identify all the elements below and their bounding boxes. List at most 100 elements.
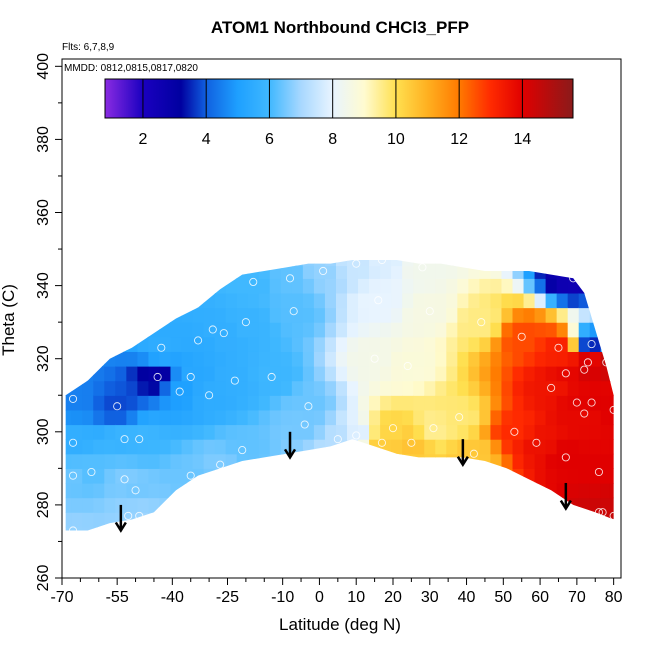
observation-marker bbox=[120, 435, 129, 444]
field-cell bbox=[402, 380, 414, 396]
field-cell bbox=[137, 351, 150, 367]
field-cell bbox=[258, 278, 271, 294]
field-cell bbox=[313, 278, 326, 294]
field-cell bbox=[214, 424, 227, 440]
field-cell bbox=[137, 482, 150, 499]
field-cell bbox=[424, 322, 436, 338]
observation-marker bbox=[319, 266, 328, 276]
observation-marker bbox=[267, 372, 276, 382]
field-cell bbox=[313, 512, 326, 528]
field-cell bbox=[391, 395, 403, 411]
colorbar-tick-label: 6 bbox=[265, 131, 274, 148]
field-cell bbox=[490, 526, 503, 531]
field-cell bbox=[313, 307, 326, 323]
field-cell bbox=[413, 482, 425, 499]
field-cell bbox=[115, 395, 127, 411]
field-cell bbox=[71, 292, 83, 309]
field-cell bbox=[347, 380, 359, 396]
field-cell bbox=[214, 468, 227, 484]
field-cell bbox=[556, 336, 569, 352]
field-cell bbox=[335, 526, 348, 531]
field-cell bbox=[170, 366, 183, 382]
field-cell bbox=[71, 439, 83, 455]
field-cell bbox=[324, 336, 337, 352]
field-cell bbox=[347, 322, 359, 338]
field-cell bbox=[380, 278, 392, 294]
field-cell bbox=[192, 307, 205, 323]
field-cell bbox=[225, 468, 238, 484]
field-cell bbox=[609, 395, 614, 411]
field-cell bbox=[225, 336, 238, 352]
field-cell bbox=[468, 395, 481, 411]
field-cell bbox=[534, 526, 547, 531]
field-cell bbox=[137, 424, 150, 440]
observation-marker bbox=[352, 431, 361, 440]
field-cell bbox=[589, 322, 602, 338]
observation-marker bbox=[157, 343, 166, 352]
field-cell bbox=[369, 278, 381, 294]
field-cell bbox=[424, 424, 436, 440]
field-cell bbox=[170, 512, 183, 528]
field-cell bbox=[391, 453, 403, 469]
field-cell bbox=[512, 260, 525, 267]
field-cell bbox=[203, 278, 216, 294]
field-cell bbox=[170, 497, 183, 513]
field-cell bbox=[413, 380, 425, 396]
field-cell bbox=[446, 526, 458, 531]
field-cell bbox=[148, 482, 161, 499]
field-cell bbox=[523, 468, 536, 484]
field-cell bbox=[269, 453, 282, 469]
field-cell bbox=[258, 439, 271, 455]
field-cell bbox=[280, 307, 293, 323]
field-cell bbox=[567, 380, 580, 396]
field-cell bbox=[115, 265, 127, 279]
field-cell bbox=[545, 497, 558, 513]
field-cell bbox=[556, 292, 569, 309]
field-cell bbox=[358, 307, 370, 323]
field-cell bbox=[181, 453, 194, 469]
field-cell bbox=[369, 497, 381, 513]
field-cell bbox=[324, 497, 337, 513]
field-cell bbox=[126, 395, 138, 411]
y-tick-label: 280 bbox=[35, 491, 52, 518]
field-cell bbox=[247, 366, 260, 382]
field-cell bbox=[170, 424, 183, 440]
field-cell bbox=[578, 260, 591, 267]
y-tick-label: 320 bbox=[35, 345, 52, 372]
field-cell bbox=[148, 278, 161, 294]
observation-marker bbox=[135, 435, 144, 444]
x-axis: -70 -55 -40 -25 -10 0 10 20 30 40 50 60 70 80 bbox=[50, 577, 623, 606]
field-cell bbox=[280, 292, 293, 309]
field-cell bbox=[203, 265, 216, 279]
field-cell bbox=[435, 512, 447, 528]
field-cell bbox=[347, 307, 359, 323]
observation-marker bbox=[300, 420, 309, 429]
x-tick-label: -10 bbox=[271, 589, 294, 606]
field-cell bbox=[82, 453, 94, 469]
field-cell bbox=[126, 307, 138, 323]
field-cell bbox=[490, 424, 503, 440]
field-cell bbox=[93, 526, 105, 531]
field-cell bbox=[203, 395, 216, 411]
field-cell bbox=[347, 366, 359, 382]
field-cell bbox=[534, 260, 547, 267]
field-cell bbox=[609, 366, 614, 382]
field-cell bbox=[567, 409, 580, 426]
field-cell bbox=[236, 409, 249, 426]
field-cell bbox=[545, 292, 558, 309]
field-cell bbox=[203, 526, 216, 531]
field-cell bbox=[534, 292, 547, 309]
field-cell bbox=[137, 366, 150, 382]
field-cell bbox=[93, 512, 105, 528]
field-cell bbox=[258, 453, 271, 469]
field-cell bbox=[391, 439, 403, 455]
field-cell bbox=[512, 366, 525, 382]
field-cell bbox=[236, 424, 249, 440]
field-cell bbox=[214, 482, 227, 499]
field-cell bbox=[501, 424, 514, 440]
field-cell bbox=[170, 395, 183, 411]
field-cell bbox=[501, 468, 514, 484]
field-cell bbox=[324, 380, 337, 396]
field-cell bbox=[589, 278, 602, 294]
field-cell bbox=[192, 424, 205, 440]
